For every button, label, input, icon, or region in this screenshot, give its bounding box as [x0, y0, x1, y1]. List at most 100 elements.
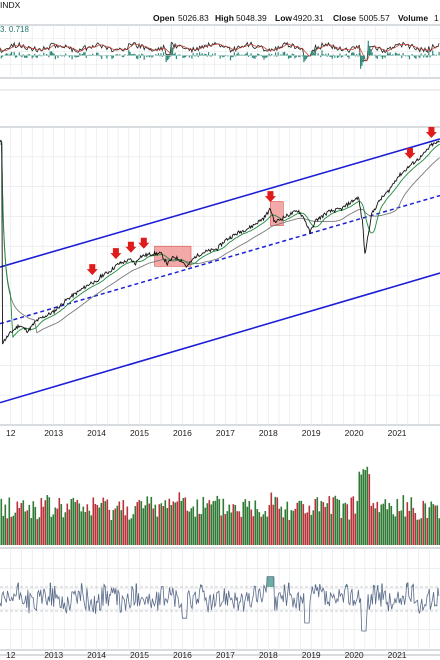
volume-bar: [398, 511, 401, 545]
volume-bar: [368, 474, 371, 545]
volume-bar: [128, 519, 131, 545]
volume-bar: [388, 502, 391, 545]
volume-bar: [416, 519, 419, 545]
volume-bar: [288, 519, 291, 545]
volume-bar: [182, 498, 185, 545]
volume-bar: [28, 504, 31, 545]
volume-bar: [180, 500, 183, 545]
volume-bar: [120, 510, 123, 545]
volume-bar: [408, 510, 411, 545]
volume-bar: [418, 519, 421, 545]
volume-bar: [320, 500, 323, 545]
volume-bar: [6, 518, 9, 545]
volume-bar: [158, 504, 161, 545]
volume-bar: [136, 502, 139, 545]
upper-channel-line: [0, 138, 440, 268]
volume-bar: [64, 512, 67, 545]
volume-bar: [196, 499, 199, 545]
down-arrow-marker: [425, 127, 437, 138]
volume-bar: [278, 508, 281, 545]
volume-bar: [184, 497, 187, 545]
volume-bar: [186, 510, 189, 545]
volume-bar: [36, 519, 39, 545]
volume-bar: [148, 503, 151, 545]
volume-bar: [300, 500, 303, 545]
volume-bar: [48, 497, 51, 545]
volume-bar: [334, 495, 337, 545]
volume-bar: [152, 508, 155, 545]
volume-bar: [340, 517, 343, 545]
volume-bar: [274, 496, 277, 545]
volume-bar: [430, 501, 433, 545]
volume-bar: [86, 504, 89, 545]
volume-bar: [344, 502, 347, 545]
volume-bar: [382, 503, 385, 545]
volume-bar: [60, 504, 63, 545]
volume-bar: [116, 505, 119, 545]
volume-bar: [22, 500, 25, 545]
volume-bar: [58, 497, 61, 545]
volume-bar: [220, 515, 223, 545]
volume-bar: [214, 500, 217, 545]
volume-bar: [230, 512, 233, 545]
volume-bar: [290, 510, 293, 545]
volume-bar: [346, 504, 349, 545]
volume-bar: [108, 509, 111, 545]
volume-bar: [276, 497, 279, 545]
volume-bar: [296, 502, 299, 545]
down-arrow-marker: [125, 241, 137, 253]
volume-bar: [386, 509, 389, 545]
volume-bar: [144, 505, 147, 545]
volume-bar: [282, 517, 285, 545]
volume-bar: [30, 518, 33, 545]
volume-bar: [212, 501, 215, 545]
x-tick-label: 2015: [130, 428, 149, 438]
volume-bar: [304, 513, 307, 545]
volume-bar: [242, 501, 245, 545]
down-arrow-marker: [264, 191, 276, 203]
volume-bar: [306, 512, 309, 545]
volume-bar: [258, 512, 261, 545]
volume-bar: [232, 504, 235, 545]
volume-bar: [66, 503, 69, 545]
volume-bar: [298, 500, 301, 545]
volume-bar: [166, 507, 169, 545]
volume-bar: [400, 510, 403, 545]
top-indicator-panel: [0, 40, 440, 69]
volume-bar: [98, 507, 101, 545]
symbol-label: INDX: [0, 0, 21, 10]
volume-bar: [42, 506, 45, 545]
volume-bar: [84, 512, 87, 545]
volume-bar: [146, 496, 149, 545]
x-tick-label: 2018: [259, 650, 278, 660]
volume-bar: [150, 496, 153, 545]
open-value: 5026.83: [178, 13, 209, 23]
x-tick-label: 2017: [216, 650, 235, 660]
volume-bar: [270, 492, 273, 545]
volume-bar: [292, 510, 295, 545]
volume-bar: [280, 506, 283, 545]
volume-value: 1: [434, 13, 439, 23]
volume-bar: [422, 500, 425, 545]
volume-bar: [396, 499, 399, 545]
volume-bar: [18, 507, 21, 545]
top-indicator-values: 3. 0.718: [0, 25, 29, 34]
volume-bar: [194, 516, 197, 545]
x-tick-label: 2014: [87, 428, 106, 438]
volume-bar: [94, 503, 97, 545]
volume-bar: [174, 502, 177, 545]
volume-bar: [324, 506, 327, 545]
volume-bar: [426, 517, 429, 545]
volume-bar: [132, 514, 135, 545]
volume-bar: [96, 504, 99, 545]
volume-bar: [338, 499, 341, 545]
volume-bar: [248, 501, 251, 545]
volume-bar: [34, 506, 37, 545]
volume-bar: [20, 503, 23, 545]
volume-bar: [118, 501, 121, 545]
volume-bar: [264, 510, 267, 545]
x-tick-label: 2014: [87, 650, 106, 660]
volume-bar: [342, 503, 345, 545]
